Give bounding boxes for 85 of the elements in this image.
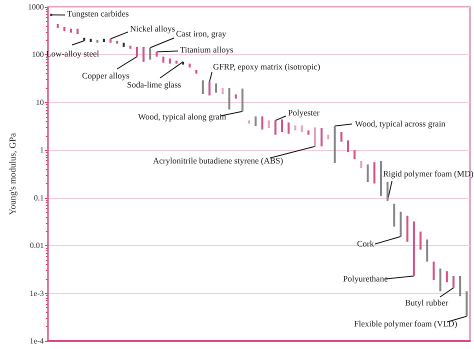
annotation: Tungsten carbides: [67, 8, 129, 18]
bar: [222, 88, 224, 94]
bar: [202, 80, 204, 94]
annotation: Butyl rubber: [405, 298, 448, 308]
y-tick-label: 1: [40, 146, 44, 155]
bar: [70, 28, 72, 33]
bar: [406, 216, 408, 242]
annotation: Polyurethane: [343, 274, 388, 284]
bar: [420, 232, 422, 250]
bar: [412, 221, 415, 276]
bar: [354, 150, 356, 160]
annotation: Titanium alloys: [180, 44, 234, 54]
bar: [446, 271, 448, 282]
bar: [426, 240, 428, 262]
bar: [452, 276, 455, 288]
annotation: Cork: [357, 238, 375, 248]
annotation: Nickel alloys: [130, 24, 176, 34]
y-tick-label: 1e-4: [30, 336, 44, 346]
bar: [241, 88, 244, 112]
bar: [188, 64, 191, 68]
bar: [234, 94, 237, 99]
bar: [300, 125, 303, 132]
bar: [393, 204, 396, 227]
bar: [122, 42, 125, 47]
bar: [76, 28, 79, 34]
bar: [102, 38, 105, 42]
annotation: Flexible polymer foam (VLD): [354, 318, 458, 328]
annotation: GFRP, epoxy matrix (isotropic): [213, 62, 320, 72]
bar: [466, 291, 468, 316]
bar: [459, 276, 462, 296]
bar: [208, 82, 210, 96]
annotation: Wood, typical along grain: [138, 112, 227, 122]
bar: [334, 126, 336, 163]
y-tick-label: 0.1: [34, 193, 44, 202]
bar: [63, 27, 66, 31]
bar: [281, 119, 284, 132]
bar: [314, 127, 316, 146]
y-tick-label: 1000: [28, 2, 44, 12]
bar: [360, 161, 362, 168]
bar: [268, 120, 270, 128]
annotation: Cast iron, gray: [176, 28, 228, 38]
annotation: Polyester: [288, 108, 320, 118]
bar: [176, 60, 178, 64]
bar: [248, 120, 250, 124]
bar: [228, 88, 230, 110]
bar: [327, 134, 330, 140]
bar: [346, 140, 349, 152]
bar: [288, 122, 290, 134]
bar: [162, 56, 164, 63]
bar: [156, 52, 158, 57]
bar: [386, 182, 389, 201]
bar: [380, 161, 382, 196]
annotation: Wood, typical across grain: [355, 118, 446, 128]
bar: [136, 46, 138, 57]
annotation: Copper alloys: [82, 70, 130, 80]
annotation: Soda-lime glass: [127, 80, 182, 90]
bar: [274, 120, 276, 135]
bar: [142, 46, 145, 62]
bar: [83, 38, 86, 41]
bar: [96, 40, 98, 43]
bar: [400, 212, 402, 236]
bar: [182, 62, 184, 65]
bar: [261, 116, 264, 130]
bar: [432, 262, 435, 280]
bar: [168, 58, 171, 64]
bar: [129, 46, 132, 49]
y-tick-label: 1e-3: [30, 288, 44, 298]
bar: [320, 128, 323, 146]
annotation: Acrylonitrile butadiene styrene (ABS): [153, 156, 284, 166]
bar: [195, 70, 198, 74]
y-axis-title: Young's modulus, GPa: [8, 133, 18, 215]
bar: [56, 24, 59, 28]
y-tick-label: 10: [36, 98, 44, 107]
bar: [366, 164, 369, 182]
bar: [294, 125, 296, 130]
bar: [149, 48, 152, 60]
bar: [110, 38, 112, 43]
y-tick-label: 0.01: [30, 241, 44, 250]
bar: [373, 162, 376, 184]
y-tick-label: 100: [32, 50, 44, 60]
bar: [90, 38, 92, 42]
bar: [439, 268, 442, 292]
bar: [215, 83, 218, 93]
bar: [307, 130, 310, 135]
bar: [340, 132, 342, 142]
